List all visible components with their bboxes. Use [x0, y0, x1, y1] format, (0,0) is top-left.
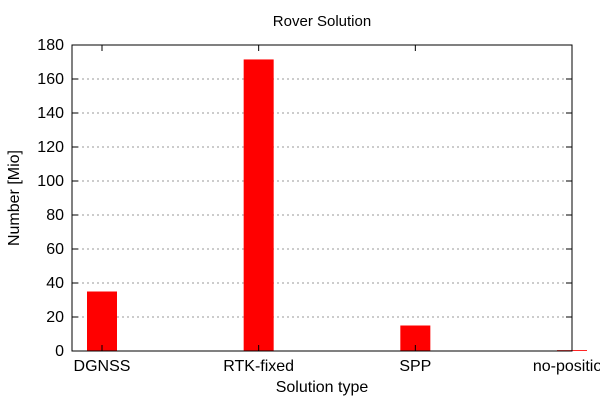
y-tick-label: 120 [37, 139, 64, 156]
x-tick-label: DGNSS [74, 358, 131, 375]
y-tick-label: 160 [37, 71, 64, 88]
y-tick-label: 20 [46, 309, 64, 326]
y-tick-label: 0 [55, 343, 64, 360]
y-tick-label: 60 [46, 241, 64, 258]
y-axis-label: Number [Mio] [6, 150, 23, 246]
x-axis-ticks: DGNSS RTK-fixed SPP no-position [74, 45, 600, 375]
plot-frame [71, 44, 573, 352]
y-tick-label: 140 [37, 105, 64, 122]
y-tick-label: 80 [46, 207, 64, 224]
x-tick-label: SPP [399, 358, 431, 375]
x-tick-label: RTK-fixed [223, 358, 294, 375]
y-tick-label: 100 [37, 173, 64, 190]
y-axis-ticks: 0 20 40 60 80 100 120 140 160 180 [37, 37, 572, 360]
x-tick-label: no-position [533, 358, 600, 375]
bars [87, 59, 587, 351]
y-tick-label: 40 [46, 275, 64, 292]
grid-lines [72, 78, 572, 318]
y-tick-label: 180 [37, 37, 64, 54]
bar-dgnss [87, 291, 117, 351]
x-axis-label: Solution type [276, 379, 369, 396]
bar-rtk-fixed [243, 59, 274, 351]
chart-title: Rover Solution [273, 13, 371, 30]
